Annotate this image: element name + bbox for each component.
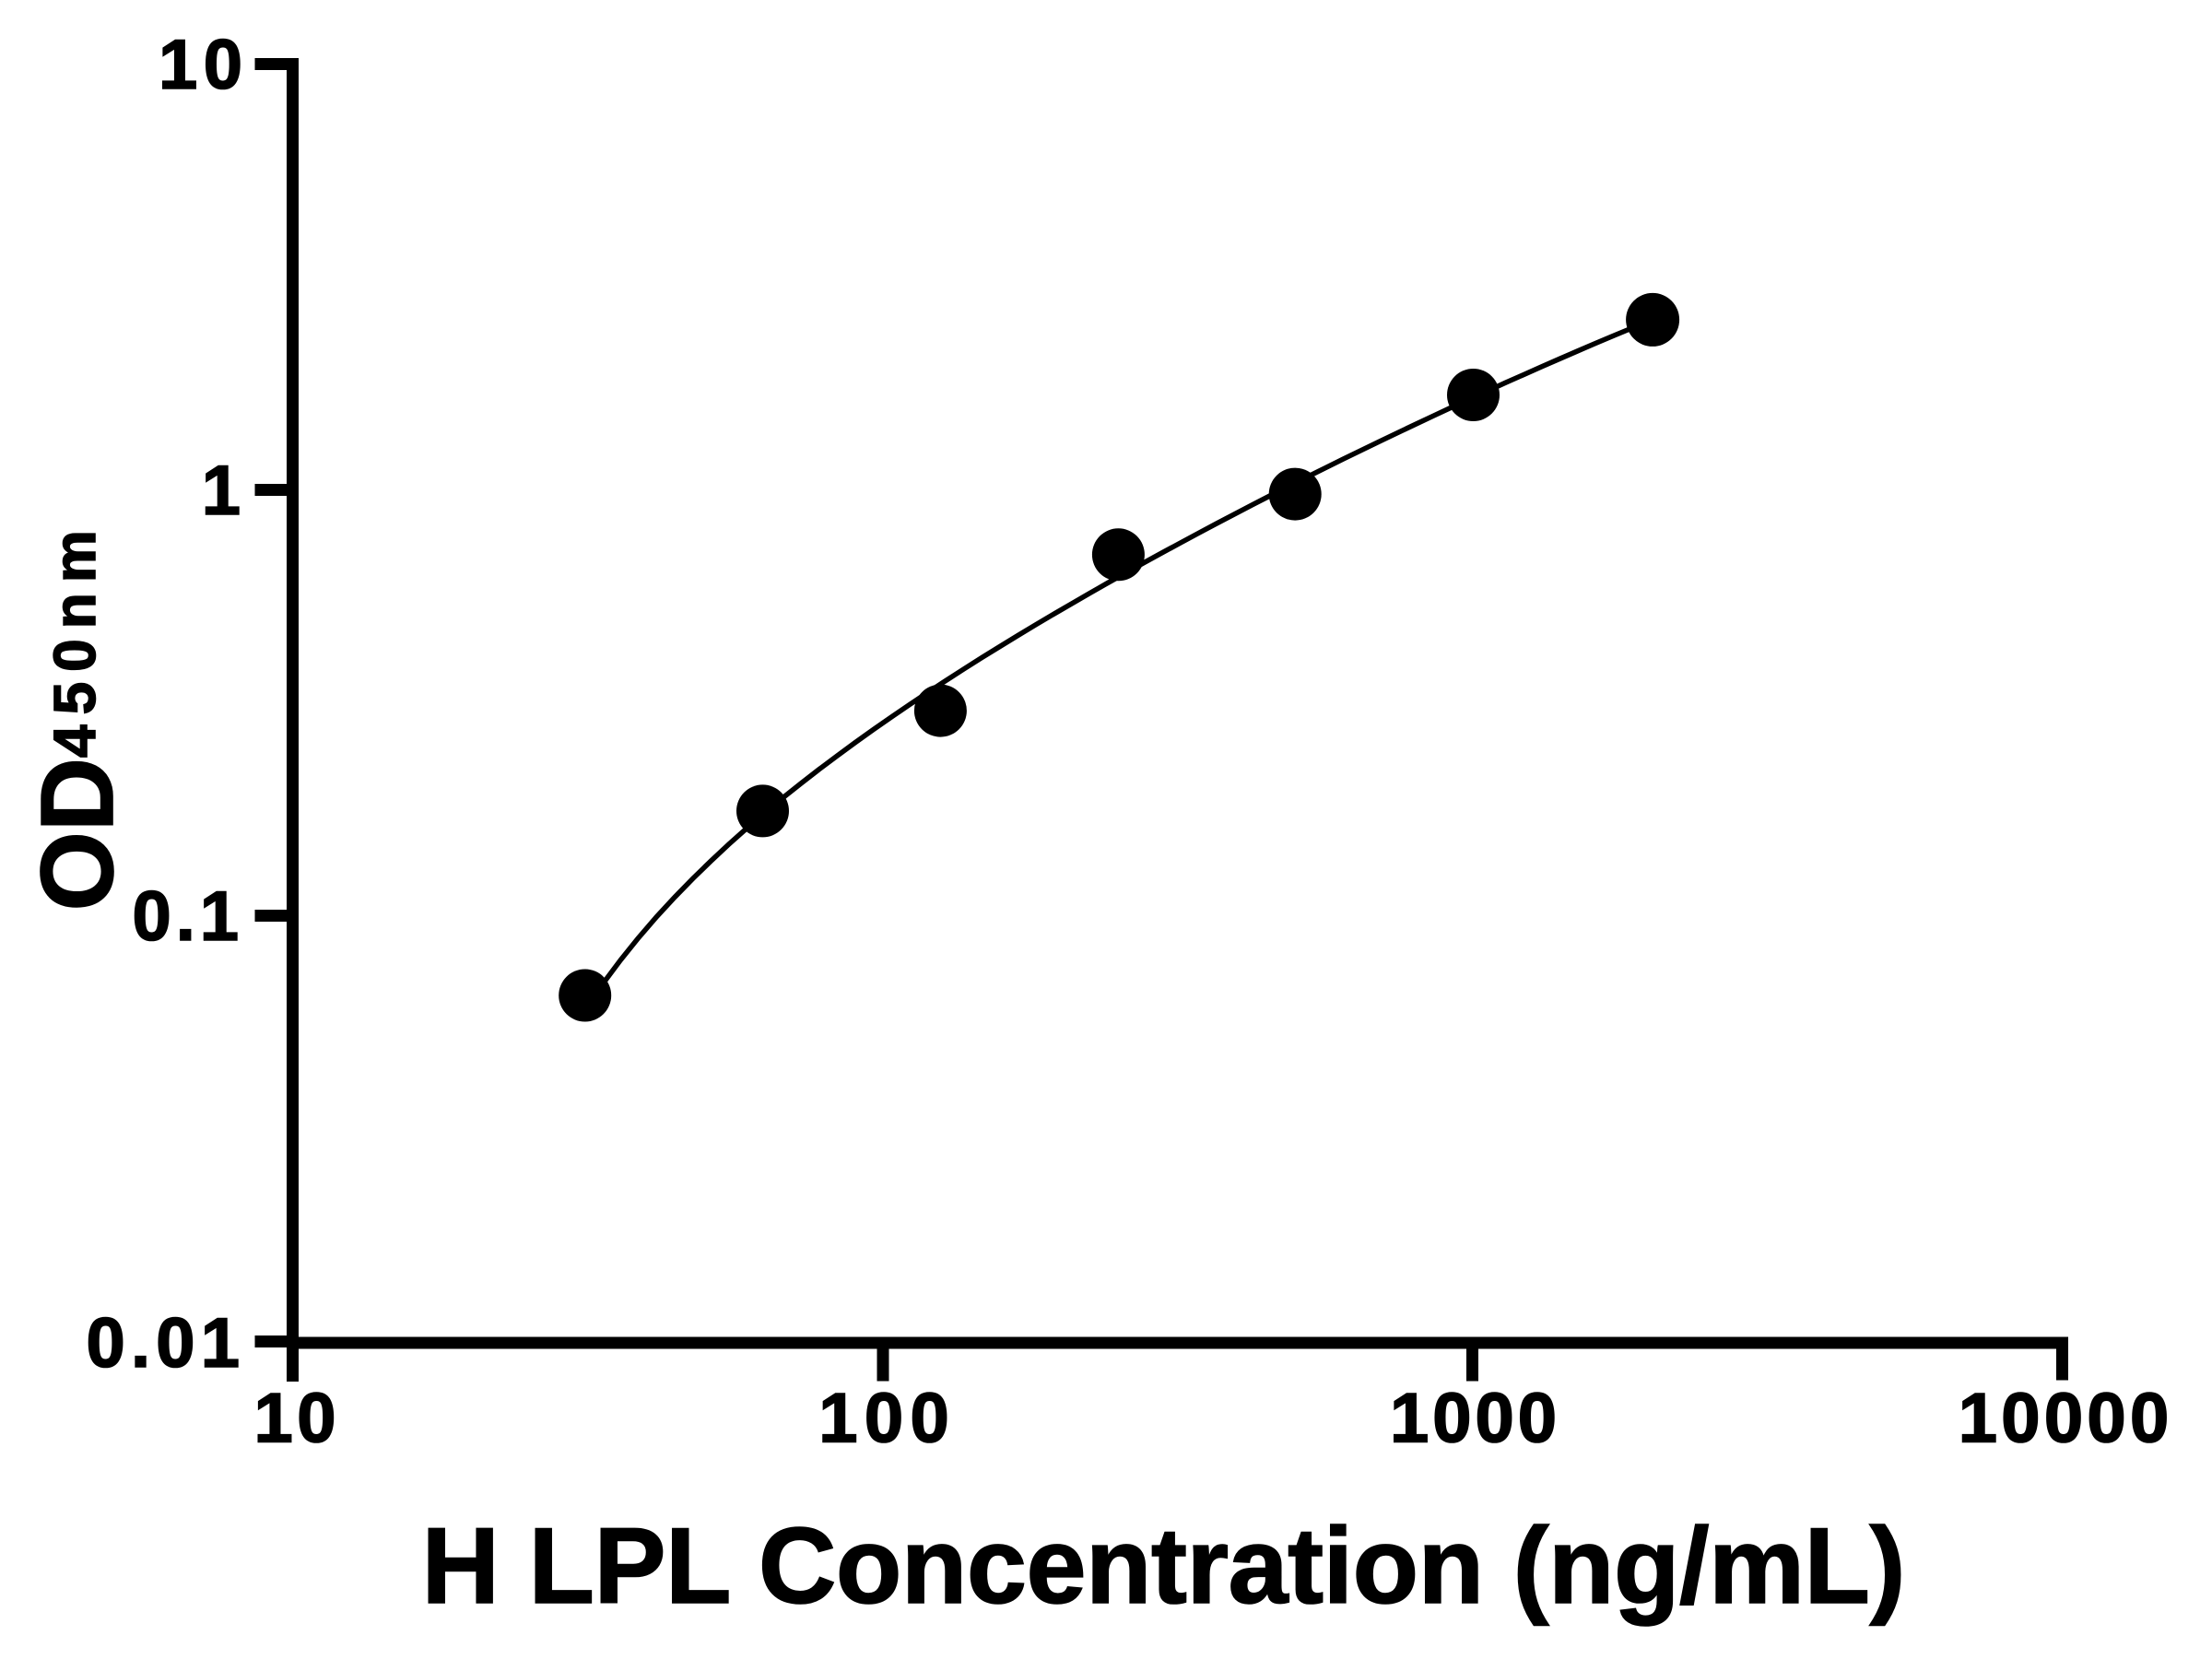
svg-text:100: 100	[818, 1380, 949, 1458]
svg-text:0.01: 0.01	[87, 1304, 241, 1382]
svg-text:0.1: 0.1	[133, 877, 240, 956]
svg-text:H LPL Concentration (ng/mL): H LPL Concentration (ng/mL)	[422, 1505, 1906, 1626]
svg-text:1: 1	[202, 452, 241, 530]
svg-text:10000: 10000	[1959, 1380, 2170, 1458]
